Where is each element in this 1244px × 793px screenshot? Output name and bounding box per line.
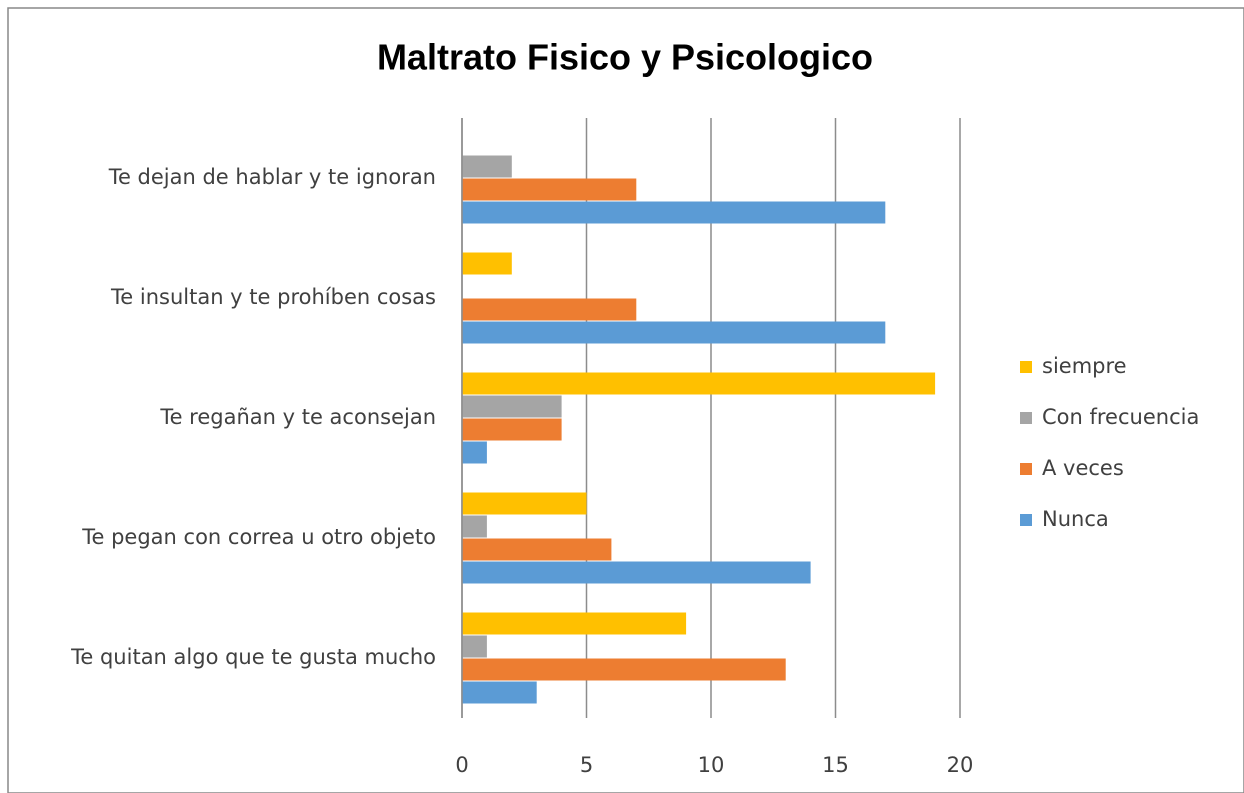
bar xyxy=(462,298,637,321)
legend-swatch xyxy=(1020,514,1032,526)
bar xyxy=(462,538,612,561)
bar xyxy=(462,658,786,681)
legend-label: A veces xyxy=(1042,456,1124,480)
legend-label: siempre xyxy=(1042,354,1127,378)
legend-swatch xyxy=(1020,412,1032,424)
x-tick-label: 15 xyxy=(822,753,849,777)
bar xyxy=(462,441,487,464)
bar xyxy=(462,201,886,224)
bar xyxy=(462,252,512,275)
y-tick-label: Te regañan y te aconsejan xyxy=(159,405,436,429)
bar xyxy=(462,561,811,584)
x-tick-label: 0 xyxy=(455,753,468,777)
bar xyxy=(462,178,637,201)
bar xyxy=(462,395,562,418)
bar xyxy=(462,635,487,658)
legend-label: Con frecuencia xyxy=(1042,405,1199,429)
y-tick-label: Te pegan con correa u otro objeto xyxy=(81,525,436,549)
bar xyxy=(462,681,537,704)
legend-swatch xyxy=(1020,361,1032,373)
x-tick-label: 5 xyxy=(580,753,593,777)
legend-label: Nunca xyxy=(1042,507,1109,531)
y-tick-label: Te dejan de hablar y te ignoran xyxy=(108,165,436,189)
bar xyxy=(462,372,936,395)
y-tick-label: Te insultan y te prohíben cosas xyxy=(110,285,436,309)
chart-title: Maltrato Fisico y Psicologico xyxy=(377,37,873,78)
y-tick-label: Te quitan algo que te gusta mucho xyxy=(70,645,436,669)
bar xyxy=(462,418,562,441)
bar xyxy=(462,155,512,178)
bar xyxy=(462,321,886,344)
legend-swatch xyxy=(1020,463,1032,475)
x-tick-label: 20 xyxy=(947,753,974,777)
x-tick-label: 10 xyxy=(698,753,725,777)
bar xyxy=(462,515,487,538)
bar xyxy=(462,612,687,635)
bar xyxy=(462,492,587,515)
